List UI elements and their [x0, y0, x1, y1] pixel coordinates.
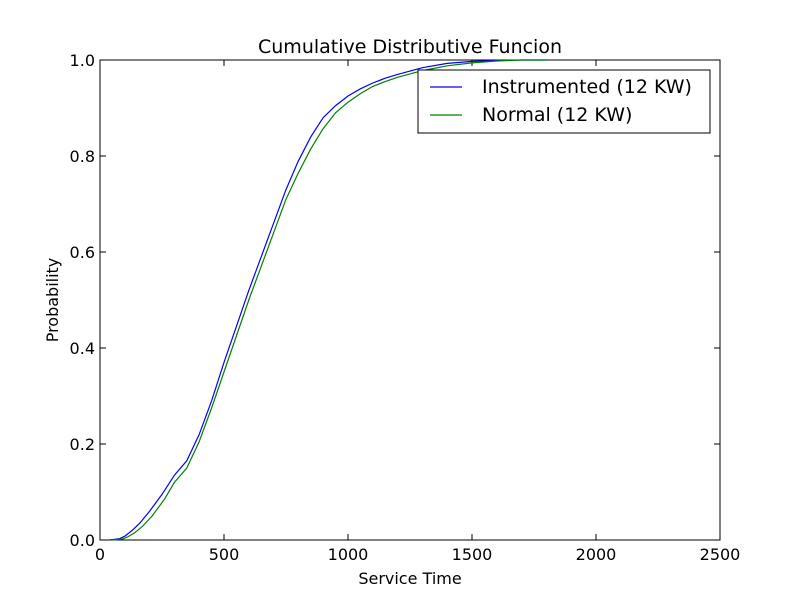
legend-label-instrumented: Instrumented (12 KW) [482, 76, 692, 98]
legend-label-normal: Normal (12 KW) [482, 104, 632, 126]
x-tick-label: 500 [209, 545, 240, 564]
x-axis-label: Service Time [358, 569, 461, 588]
x-tick-label: 0 [95, 545, 105, 564]
y-axis-label: Probability [43, 258, 62, 343]
y-tick-label: 0.8 [70, 147, 95, 166]
legend: Instrumented (12 KW) Normal (12 KW) [417, 69, 711, 134]
chart-title: Cumulative Distributive Funcion [258, 36, 562, 58]
x-axis-ticks: 0 500 1000 1500 2000 2500 [95, 60, 740, 564]
legend-box [417, 69, 711, 134]
y-tick-label: 1.0 [70, 51, 95, 70]
x-tick-label: 1000 [328, 545, 369, 564]
y-tick-label: 0.4 [70, 339, 95, 358]
y-tick-label: 0.0 [70, 531, 95, 550]
x-tick-label: 1500 [452, 545, 493, 564]
x-tick-label: 2000 [576, 545, 617, 564]
x-tick-label: 2500 [700, 545, 741, 564]
y-tick-label: 0.2 [70, 435, 95, 454]
y-axis-ticks: 0.0 0.2 0.4 0.6 0.8 1.0 [70, 51, 720, 550]
plot-area: Cumulative Distributive Funcion 0 500 1000… [43, 36, 740, 588]
y-tick-label: 0.6 [70, 243, 95, 262]
plot-frame [99, 59, 721, 541]
series-line-instrumented [109, 59, 547, 541]
